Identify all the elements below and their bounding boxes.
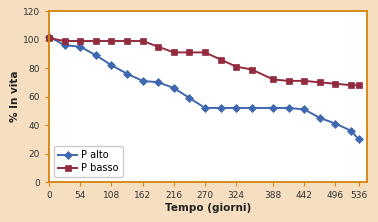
Y-axis label: % In vita: % In vita [10, 71, 20, 122]
P alto [302, 108, 307, 111]
P basso [62, 40, 67, 42]
P basso [47, 37, 51, 40]
P alto [62, 44, 67, 47]
P alto [47, 36, 51, 38]
P alto [356, 138, 361, 141]
P basso [203, 51, 207, 54]
P alto [287, 107, 291, 109]
Line: P basso: P basso [46, 35, 361, 88]
P basso [94, 40, 98, 42]
P basso [156, 45, 161, 48]
P alto [271, 107, 276, 109]
P basso [78, 40, 82, 42]
P basso [249, 68, 254, 71]
P alto [249, 107, 254, 109]
P alto [234, 107, 239, 109]
P alto [349, 129, 353, 132]
P basso [172, 51, 176, 54]
P alto [333, 122, 338, 125]
P alto [140, 79, 145, 82]
P basso [318, 81, 322, 84]
P basso [302, 79, 307, 82]
P basso [356, 84, 361, 87]
P basso [109, 40, 114, 42]
P basso [234, 65, 239, 68]
P basso [349, 84, 353, 87]
P basso [125, 40, 129, 42]
P alto [187, 97, 192, 99]
P basso [187, 51, 192, 54]
Line: P alto: P alto [46, 34, 361, 142]
P alto [203, 107, 207, 109]
P alto [218, 107, 223, 109]
P alto [78, 45, 82, 48]
P alto [318, 117, 322, 119]
P basso [218, 58, 223, 61]
P alto [172, 87, 176, 89]
P alto [156, 81, 161, 84]
P basso [140, 40, 145, 42]
P basso [333, 82, 338, 85]
P alto [94, 54, 98, 57]
P basso [271, 78, 276, 81]
Legend: P alto, P basso: P alto, P basso [54, 147, 122, 177]
P alto [109, 64, 114, 67]
P basso [287, 79, 291, 82]
P alto [125, 72, 129, 75]
X-axis label: Tempo (giorni): Tempo (giorni) [165, 203, 251, 213]
